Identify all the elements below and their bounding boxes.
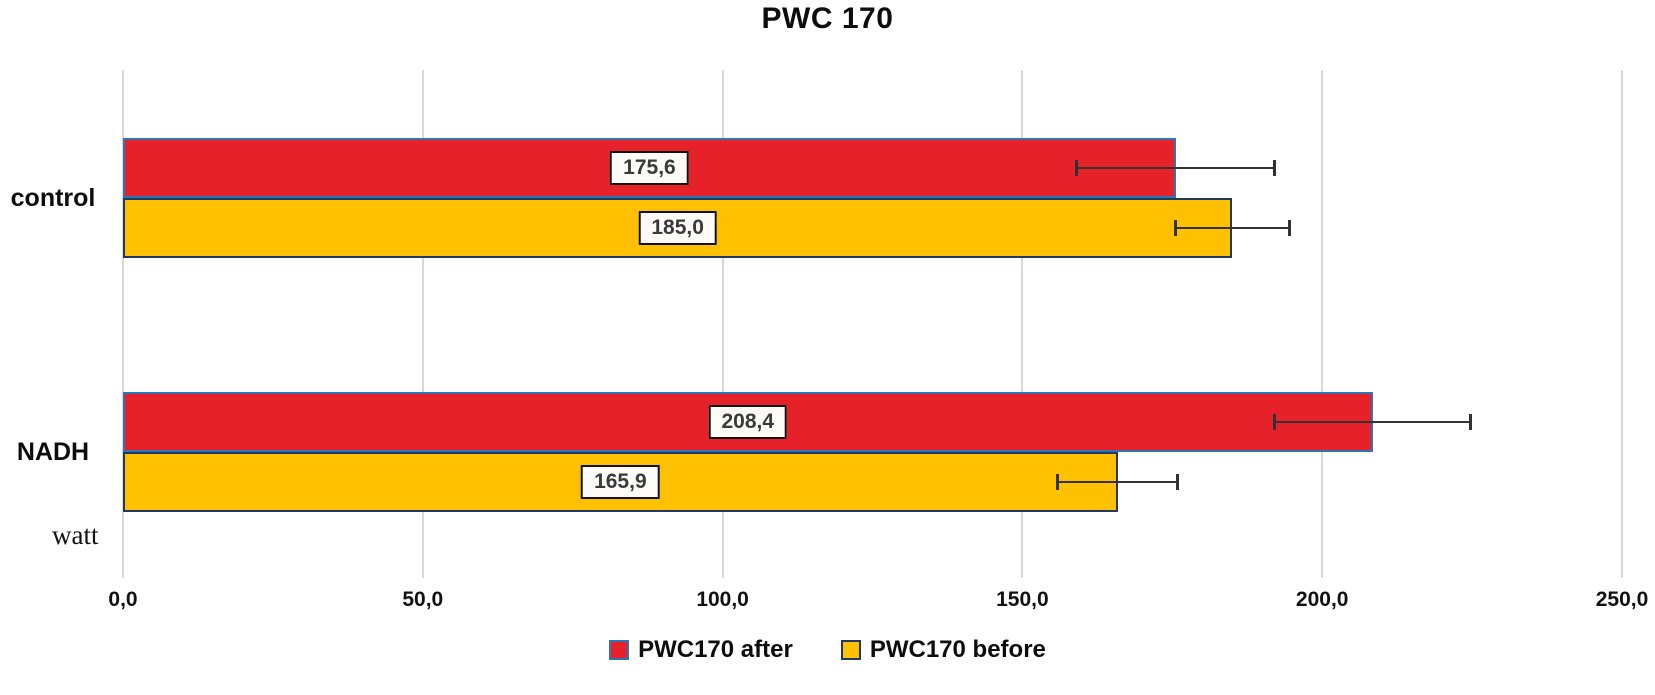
error-bar: [1076, 167, 1275, 169]
category-label-control: control: [10, 184, 96, 212]
gridline: [721, 70, 724, 578]
value-label: 175,6: [610, 151, 689, 185]
error-bar-cap: [1056, 474, 1060, 490]
legend-label-after: PWC170 after: [638, 636, 793, 663]
axis-unit-label: watt: [52, 520, 99, 550]
error-bar-cap: [1173, 220, 1177, 236]
x-tick-label: 150,0: [996, 588, 1049, 611]
error-bar-cap: [1176, 474, 1180, 490]
legend-label-before: PWC170 before: [869, 636, 1046, 663]
value-label: 185,0: [638, 211, 717, 245]
x-tick-label: 100,0: [696, 588, 749, 611]
error-bar-cap: [1075, 160, 1079, 176]
x-tick-label: 50,0: [402, 588, 444, 611]
error-bar-cap: [1273, 160, 1277, 176]
error-bar-cap: [1273, 414, 1277, 430]
gridline: [1021, 70, 1024, 578]
gridline: [1621, 70, 1623, 578]
error-bar: [1175, 227, 1290, 229]
legend-swatch-after-icon: [609, 640, 630, 660]
gridline: [122, 70, 124, 578]
legend-swatch-before-icon: [840, 640, 861, 660]
category-label-nadh: NADH: [16, 438, 90, 466]
error-bar: [1057, 481, 1178, 483]
gridline: [421, 70, 424, 578]
legend: PWC170 after PWC170 before: [0, 636, 1655, 664]
legend-item-before: PWC170 before: [840, 636, 1046, 664]
error-bar-cap: [1468, 414, 1472, 430]
value-label: 165,9: [581, 465, 660, 499]
value-label: 208,4: [708, 405, 788, 439]
error-bar: [1274, 421, 1471, 423]
x-tick-label: 200,0: [1295, 588, 1349, 611]
chart-title: PWC 170: [761, 2, 894, 35]
legend-item-after: PWC170 after: [609, 636, 793, 664]
x-tick-label: 0,0: [108, 588, 138, 611]
error-bar-cap: [1287, 220, 1291, 236]
gridline: [1321, 70, 1324, 578]
x-tick-label: 250,0: [1595, 588, 1649, 611]
